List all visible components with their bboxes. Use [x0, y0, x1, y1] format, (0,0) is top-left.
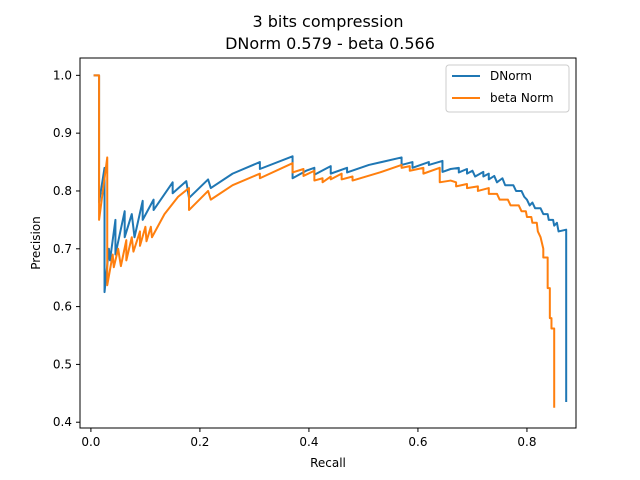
plot-frame: [79, 57, 577, 429]
x-tick-label: 0.8: [517, 435, 536, 449]
chart-subtitle: DNorm 0.579 - beta 0.566: [225, 34, 435, 53]
legend-label-beta-norm: beta Norm: [490, 91, 554, 105]
x-tick-label: 0.4: [299, 435, 318, 449]
series-line-dnorm: [93, 74, 568, 402]
x-tick-label: 0.2: [190, 435, 209, 449]
series-line-beta-norm: [93, 74, 556, 408]
y-tick-label: 0.7: [53, 242, 72, 256]
y-tick-label: 0.4: [53, 415, 72, 429]
x-tick-label: 0.0: [81, 435, 100, 449]
x-axis-ticks: 0.0 0.2 0.4 0.6 0.8: [81, 428, 536, 449]
y-tick-label: 0.5: [53, 357, 72, 371]
y-tick-label: 0.9: [53, 126, 72, 140]
series-layer: [93, 74, 568, 408]
y-tick-label: 0.6: [53, 300, 72, 314]
y-tick-label: 0.8: [53, 184, 72, 198]
y-axis-ticks: 0.4 0.5 0.6 0.7 0.8 0.9 1.0: [53, 68, 80, 429]
y-tick-label: 1.0: [53, 68, 72, 82]
x-axis-label: Recall: [310, 456, 346, 470]
legend: DNorm beta Norm: [445, 64, 570, 113]
y-axis-label: Precision: [29, 216, 43, 270]
x-tick-label: 0.6: [408, 435, 427, 449]
chart-title: 3 bits compression: [252, 12, 403, 31]
legend-label-dnorm: DNorm: [490, 69, 532, 83]
